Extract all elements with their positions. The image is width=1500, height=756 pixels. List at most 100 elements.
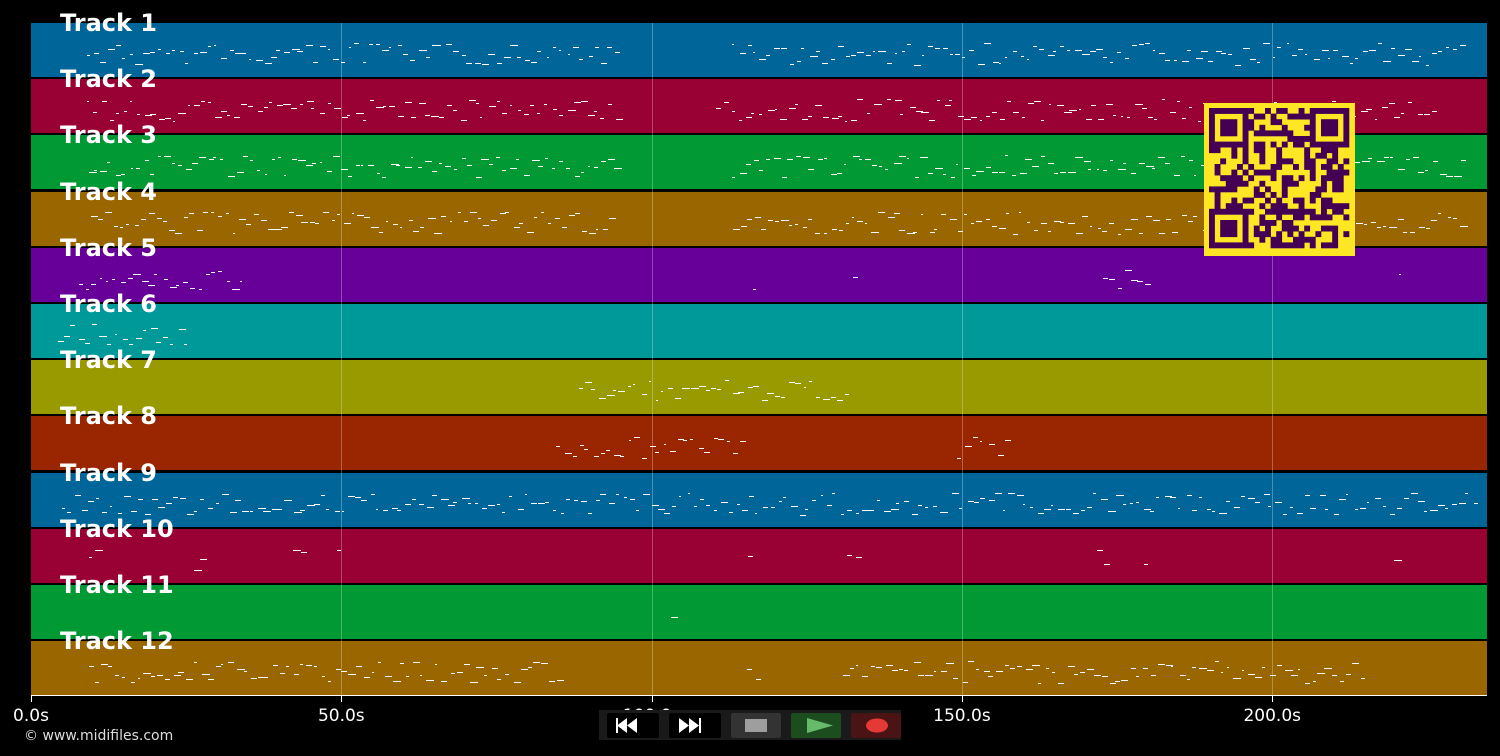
note-mark	[143, 329, 146, 331]
note-mark	[1080, 509, 1086, 511]
qr-module	[1332, 180, 1339, 187]
fast-forward-icon	[679, 718, 701, 733]
note-mark	[453, 51, 459, 53]
note-mark	[942, 173, 946, 175]
note-mark	[596, 229, 599, 231]
fast-forward-button[interactable]	[669, 713, 721, 738]
note-mark	[320, 113, 325, 115]
note-mark	[169, 286, 178, 288]
track-lane-6[interactable]	[31, 304, 1487, 358]
note-mark	[972, 437, 978, 439]
note-mark	[1075, 157, 1083, 159]
note-mark	[1398, 55, 1405, 57]
note-mark	[300, 510, 306, 512]
note-mark	[1088, 168, 1091, 170]
note-mark	[1068, 171, 1076, 173]
qr-module	[1332, 169, 1339, 176]
qr-module	[1343, 108, 1350, 114]
note-mark	[598, 398, 606, 399]
track-lane-5[interactable]	[31, 247, 1487, 302]
note-mark	[985, 219, 990, 221]
qr-module	[1248, 124, 1255, 131]
note-mark	[1219, 513, 1228, 515]
note-mark	[1289, 507, 1294, 509]
note-mark	[95, 498, 99, 500]
note-mark	[98, 218, 103, 220]
gridline	[651, 23, 653, 696]
qr-module	[1281, 242, 1288, 249]
note-mark	[305, 44, 314, 46]
track-lane-12[interactable]	[31, 641, 1487, 696]
note-mark	[1089, 225, 1093, 227]
note-mark	[874, 104, 882, 106]
track-lane-1[interactable]	[31, 23, 1487, 77]
track-lane-10[interactable]	[31, 528, 1487, 583]
note-mark	[364, 676, 371, 678]
qr-module	[1315, 152, 1322, 159]
note-mark	[904, 670, 909, 672]
track-label: Track 11	[60, 571, 174, 599]
stop-button[interactable]	[731, 713, 781, 738]
note-mark	[151, 676, 156, 678]
qr-module	[1281, 208, 1288, 215]
note-mark	[536, 51, 542, 53]
note-mark	[950, 176, 956, 178]
note-mark	[534, 217, 538, 219]
note-mark	[127, 277, 134, 279]
play-button[interactable]	[791, 713, 841, 738]
note-mark	[289, 212, 294, 214]
track-lane-9[interactable]	[31, 472, 1487, 527]
note-mark	[760, 228, 766, 230]
note-mark	[115, 174, 121, 176]
note-mark	[1452, 503, 1457, 505]
note-mark	[1221, 52, 1226, 54]
note-mark	[642, 458, 647, 460]
note-mark	[1158, 664, 1166, 666]
qr-module	[1259, 231, 1266, 238]
note-mark	[562, 226, 568, 228]
note-mark	[1273, 101, 1277, 103]
qr-module	[1265, 108, 1271, 114]
note-mark	[1215, 50, 1222, 52]
qr-module	[1220, 124, 1227, 131]
qr-module	[1220, 158, 1227, 165]
note-mark	[1176, 100, 1181, 102]
note-mark	[795, 224, 798, 226]
note-mark	[1130, 503, 1133, 505]
qr-module	[1231, 152, 1238, 159]
note-mark	[1362, 161, 1370, 163]
qr-module	[1214, 108, 1221, 114]
track-lane-11[interactable]	[31, 585, 1487, 639]
rewind-button[interactable]	[607, 713, 659, 738]
note-mark	[1109, 278, 1116, 280]
note-mark	[1109, 682, 1116, 684]
track-lane-8[interactable]	[31, 416, 1487, 471]
note-mark	[642, 494, 651, 496]
qr-module	[1343, 130, 1350, 137]
note-mark	[164, 118, 171, 120]
qr-module	[1332, 130, 1339, 137]
note-mark	[567, 109, 576, 111]
note-mark	[1032, 45, 1037, 47]
qr-module	[1281, 203, 1288, 210]
note-mark	[107, 666, 113, 668]
note-mark	[263, 676, 269, 678]
qr-module	[1253, 225, 1260, 232]
qr-module	[1309, 164, 1316, 170]
note-mark	[1047, 231, 1052, 233]
note-mark	[590, 389, 595, 391]
note-mark	[1047, 54, 1056, 56]
note-mark	[1220, 671, 1224, 673]
note-mark	[1430, 509, 1439, 511]
note-mark	[1165, 163, 1171, 165]
qr-module	[1337, 164, 1344, 170]
note-mark	[1053, 50, 1056, 52]
qr-module	[1270, 175, 1277, 182]
note-mark	[449, 220, 453, 222]
qr-module	[1270, 141, 1277, 148]
qr-module	[1321, 119, 1327, 126]
note-mark	[1188, 106, 1192, 108]
note-mark	[431, 116, 439, 118]
record-button[interactable]	[851, 713, 901, 738]
note-mark	[70, 325, 76, 326]
